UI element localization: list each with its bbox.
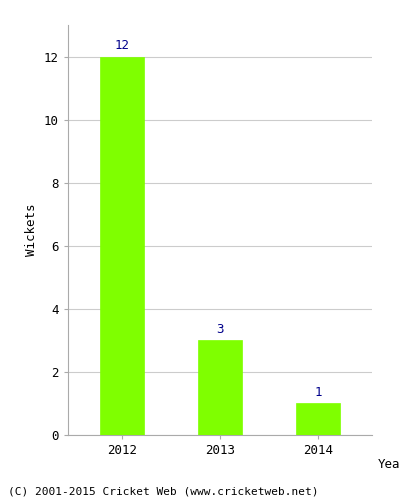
Text: 1: 1 [314, 386, 322, 398]
Y-axis label: Wickets: Wickets [26, 204, 38, 256]
X-axis label: Year: Year [378, 458, 400, 470]
Text: (C) 2001-2015 Cricket Web (www.cricketweb.net): (C) 2001-2015 Cricket Web (www.cricketwe… [8, 487, 318, 497]
Bar [198, 340, 242, 435]
Bar [100, 56, 144, 435]
Text: 12: 12 [114, 39, 130, 52]
Text: 3: 3 [216, 322, 224, 336]
Bar [296, 404, 340, 435]
